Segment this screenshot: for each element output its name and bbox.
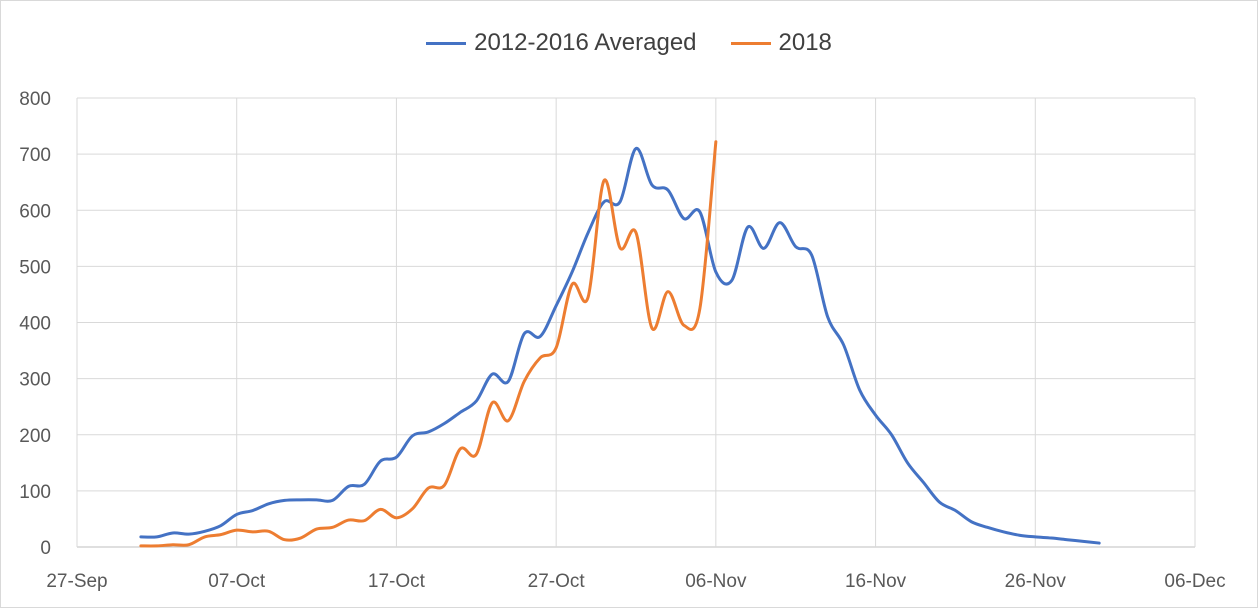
x-tick-label: 06-Nov	[685, 571, 747, 592]
legend-item-averaged: 2012-2016 Averaged	[426, 29, 697, 57]
legend-swatch-averaged	[426, 41, 467, 45]
series-line-averaged	[139, 147, 1101, 545]
x-tick-label: 27-Oct	[528, 571, 586, 592]
x-tick-label: 17-Oct	[368, 571, 426, 592]
legend-label-2018: 2018	[778, 29, 832, 56]
y-tick-label: 400	[19, 314, 51, 335]
x-tick-label: 06-Dec	[1164, 571, 1225, 592]
x-tick-label: 27-Sep	[46, 571, 107, 592]
series-line-2018	[139, 140, 718, 548]
x-tick-label: 26-Nov	[1005, 571, 1067, 592]
y-tick-label: 100	[19, 482, 51, 503]
y-tick-label: 800	[19, 89, 51, 110]
legend: 2012-2016 Averaged 2018	[1, 29, 1257, 57]
y-tick-label: 700	[19, 145, 51, 166]
legend-label-averaged: 2012-2016 Averaged	[474, 29, 697, 56]
legend-item-2018: 2018	[730, 29, 832, 57]
x-tick-label: 16-Nov	[845, 571, 907, 592]
y-tick-label: 600	[19, 201, 51, 222]
y-tick-label: 300	[19, 370, 51, 391]
y-tick-label: 500	[19, 257, 51, 278]
y-tick-label: 0	[40, 538, 51, 559]
x-tick-label: 07-Oct	[208, 571, 266, 592]
y-tick-label: 200	[19, 426, 51, 447]
legend-swatch-2018	[730, 41, 771, 45]
